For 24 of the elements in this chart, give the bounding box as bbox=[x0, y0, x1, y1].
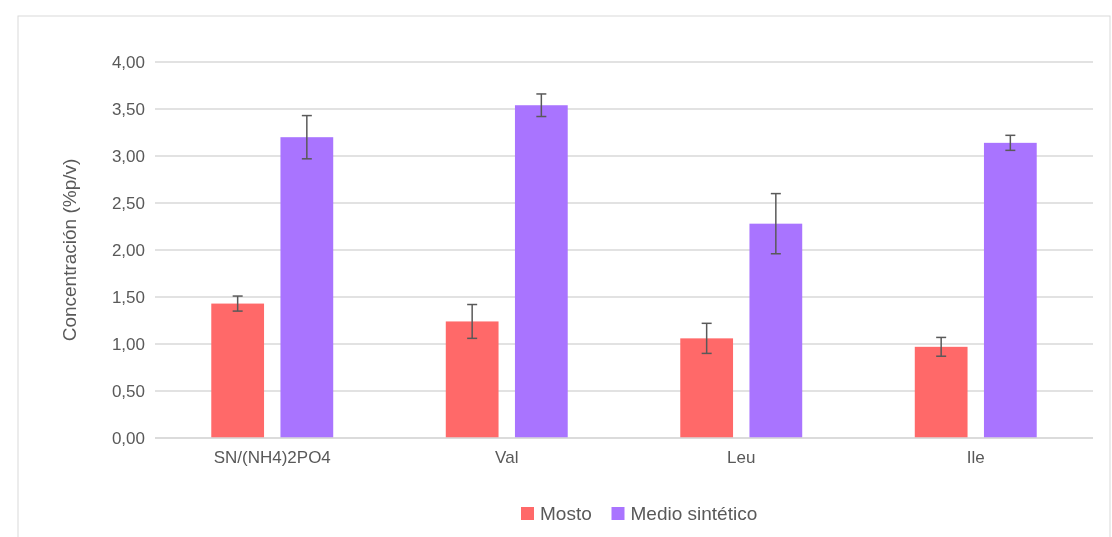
y-tick-label: 4,00 bbox=[111, 52, 145, 72]
y-tick-label: 2,00 bbox=[111, 240, 145, 260]
bar bbox=[749, 223, 803, 438]
y-tick-label: 3,50 bbox=[111, 99, 145, 119]
y-axis-title: Concentración (%p/v) bbox=[59, 158, 80, 342]
bar bbox=[280, 137, 334, 438]
y-tick-label: 0,50 bbox=[111, 381, 145, 401]
legend-label: Medio sintético bbox=[630, 503, 758, 524]
bar bbox=[914, 346, 968, 438]
x-tick-label: SN/(NH4)2PO4 bbox=[213, 448, 331, 467]
x-tick-label: Ile bbox=[966, 448, 985, 467]
bar bbox=[514, 105, 568, 438]
y-tick-label: 1,00 bbox=[111, 334, 145, 354]
bar bbox=[680, 338, 734, 438]
y-tick-label: 1,50 bbox=[111, 287, 145, 307]
bar bbox=[983, 142, 1037, 438]
y-tick-label: 3,00 bbox=[111, 146, 145, 166]
y-tick-label: 0,00 bbox=[111, 428, 145, 448]
bar bbox=[211, 303, 265, 438]
y-tick-label: 2,50 bbox=[111, 193, 145, 213]
x-tick-label: Val bbox=[495, 448, 519, 467]
bar bbox=[445, 321, 499, 438]
x-tick-label: Leu bbox=[727, 448, 756, 467]
legend-label: Mosto bbox=[540, 503, 592, 524]
